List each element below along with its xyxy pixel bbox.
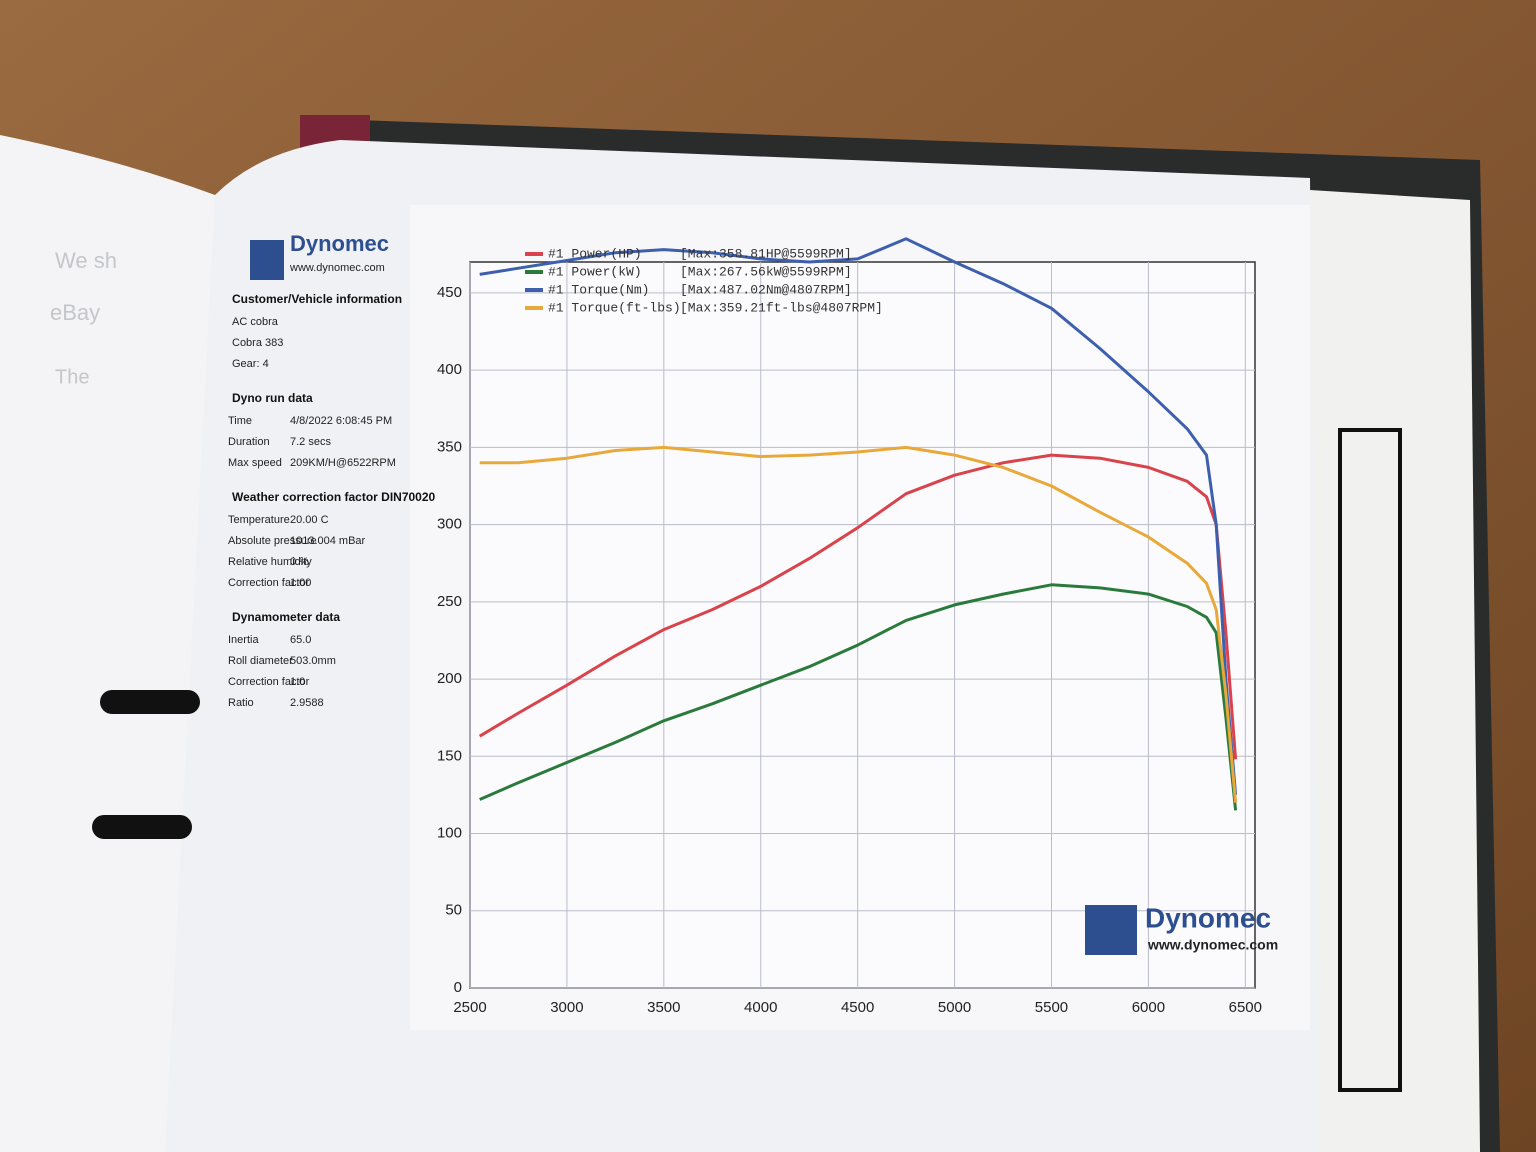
legend-max: [Max:267.56kW@5599RPM]: [680, 264, 852, 279]
info-value: 503.0mm: [290, 655, 336, 667]
info-label: Duration: [228, 436, 270, 448]
info-label: Ratio: [228, 697, 254, 709]
page-fragment: eBay: [50, 300, 100, 325]
logo-name: Dynomec: [290, 231, 389, 256]
legend-label: #1 Torque(Nm): [548, 282, 649, 297]
back-page: [1310, 190, 1480, 1152]
plot-area: [469, 261, 1256, 989]
x-tick-label: 3000: [550, 999, 583, 1016]
y-tick-label: 300: [437, 516, 462, 533]
y-tick-label: 150: [437, 747, 462, 764]
legend-swatch: [525, 252, 543, 256]
info-label: Inertia: [228, 634, 259, 646]
logo-mark: [1085, 905, 1137, 955]
info-value: 0 %: [290, 556, 309, 568]
binder-ring: [100, 690, 200, 714]
info-panel: Dynomec www.dynomec.com Customer/Vehicle…: [228, 231, 436, 709]
x-tick-label: 3500: [647, 999, 680, 1016]
info-value: 2.9588: [290, 697, 324, 709]
section-title: Customer/Vehicle information: [232, 292, 402, 306]
info-label: Absolute pressure: [228, 535, 317, 547]
logo-url: www.dynomec.com: [289, 262, 385, 274]
legend-max: [Max:359.21ft-lbs@4807RPM]: [680, 300, 883, 315]
y-tick-label: 50: [445, 902, 462, 919]
info-label: Gear: 4: [232, 358, 269, 370]
info-value: 1013.004 mBar: [290, 535, 366, 547]
info-value: 1.00: [290, 577, 311, 589]
legend-swatch: [525, 270, 543, 274]
logo-url: www.dynomec.com: [1147, 937, 1278, 953]
x-tick-label: 4000: [744, 999, 777, 1016]
y-tick-label: 0: [454, 979, 462, 996]
info-label: Correction factor: [228, 577, 310, 589]
legend-label: #1 Torque(ft-lbs): [548, 300, 681, 315]
y-tick-label: 400: [437, 361, 462, 378]
series-line: [478, 453, 1238, 760]
info-value: 209KM/H@6522RPM: [290, 457, 396, 469]
chart: 0 50 100 150 200 250 300 350 400 450 2500 3000 3500 4…: [437, 237, 1278, 1016]
y-tick-label: 100: [437, 825, 462, 842]
info-value: 4/8/2022 6:08:45 PM: [290, 415, 392, 427]
section-title: Dynamometer data: [232, 610, 340, 624]
section-title: Dyno run data: [232, 391, 313, 405]
info-value: 65.0: [290, 634, 311, 646]
legend-swatch: [525, 306, 543, 310]
left-page: [0, 135, 215, 1152]
y-tick-label: 350: [437, 438, 462, 455]
series-line: [479, 237, 1238, 796]
x-tick-label: 5500: [1035, 999, 1068, 1016]
info-label: Temperature: [228, 514, 290, 526]
info-label: Cobra 383: [232, 337, 283, 349]
info-value: 1.0: [290, 676, 305, 688]
info-label: Correction factor: [228, 676, 310, 688]
y-tick-label: 450: [437, 284, 462, 301]
info-value: 20.00 C: [290, 514, 329, 526]
info-label: Roll diameter: [228, 655, 293, 667]
x-tick-label: 4500: [841, 999, 874, 1016]
info-label: Relative humidity: [228, 556, 312, 568]
x-tick-label: 5000: [938, 999, 971, 1016]
legend-max: [Max:358.81HP@5599RPM]: [680, 246, 852, 261]
info-value: 7.2 secs: [290, 436, 331, 448]
info-label: Max speed: [228, 457, 282, 469]
series-line: [479, 583, 1238, 811]
binder-ring: [92, 815, 192, 839]
legend-label: #1 Power(kW): [548, 264, 642, 279]
legend-swatch: [525, 288, 543, 292]
x-tick-label: 2500: [453, 999, 486, 1016]
logo-mark: [250, 240, 284, 280]
info-label: AC cobra: [232, 316, 279, 328]
legend-label: #1 Power(HP): [548, 246, 642, 261]
y-tick-label: 250: [437, 593, 462, 610]
section-title: Weather correction factor DIN70020: [232, 490, 436, 504]
y-tick-label: 200: [437, 670, 462, 687]
page-fragment: We sh: [55, 248, 117, 273]
legend-max: [Max:487.02Nm@4807RPM]: [680, 282, 852, 297]
x-tick-label: 6000: [1132, 999, 1165, 1016]
page-fragment: The: [55, 366, 89, 388]
x-tick-label: 6500: [1229, 999, 1262, 1016]
back-page-frame: [1338, 428, 1402, 1092]
logo-name: Dynomec: [1145, 902, 1271, 933]
info-label: Time: [228, 415, 252, 427]
series-line: [479, 445, 1238, 803]
